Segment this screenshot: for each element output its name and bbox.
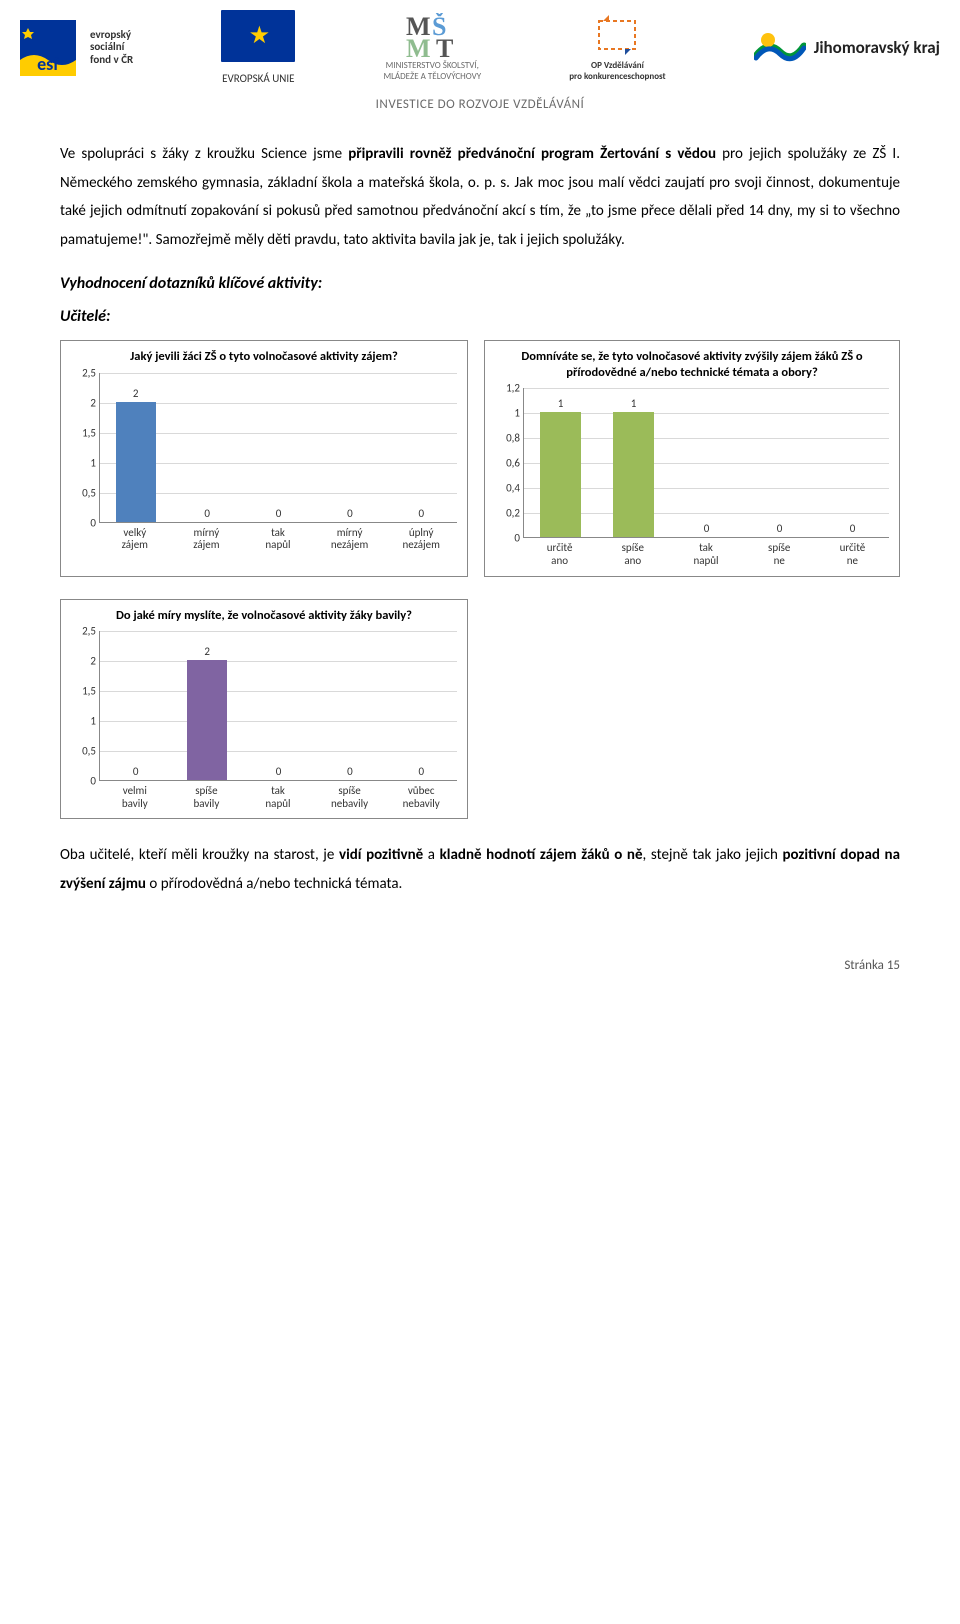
op-line2: pro konkurenceschopnost (569, 71, 665, 82)
x-axis-label: taknapůl (242, 781, 314, 810)
bar-value-label: 0 (276, 765, 282, 778)
svg-text:esf: esf (37, 53, 59, 75)
x-axis-label: mírnýzájem (171, 523, 243, 552)
op-logo-block: OP Vzdělávání pro konkurenceschopnost (569, 13, 665, 83)
page-number: Stránka 15 (60, 958, 900, 973)
x-axis-label: velkýzájem (99, 523, 171, 552)
jmk-text: Jihomoravský kraj (814, 37, 940, 58)
bar-slot: 0 (100, 631, 171, 780)
chart-2-card: Domníváte se, že tyto volnočasové aktivi… (484, 340, 900, 577)
msmt-line1: MINISTERSTVO ŠKOLSTVÍ, (383, 61, 481, 72)
bar-slot: 0 (386, 631, 457, 780)
bar-value-label: 0 (777, 522, 783, 535)
bar-value-label: 0 (276, 507, 282, 520)
esf-text: evropský sociální fond v ČR (90, 29, 133, 65)
bar-value-label: 0 (133, 765, 139, 778)
bar-slot: 0 (314, 631, 385, 780)
eu-logo-block: ★ EVROPSKÁ UNIE (221, 10, 295, 85)
chart-2-area: 00,20,40,60,811,211000určitěanospíšeanot… (495, 388, 889, 567)
x-axis-label: určitěano (523, 538, 596, 567)
op-line1: OP Vzdělávání (591, 60, 644, 71)
banner-subtitle: INVESTICE DO ROZVOJE VZDĚLÁVÁNÍ (0, 97, 960, 112)
chart-3-area: 00,511,522,502000velmibavilyspíšebavilyt… (71, 631, 457, 810)
bar-slot: 2 (100, 373, 171, 522)
x-axis-label: mírnýnezájem (314, 523, 386, 552)
bar-slot: 0 (816, 388, 889, 537)
section-title: Vyhodnocení dotazníků klíčové aktivity: (60, 274, 900, 293)
bar-slot: 0 (386, 373, 457, 522)
bar (613, 412, 654, 537)
chart-1-card: Jaký jevili žáci ZŠ o tyto volnočasové a… (60, 340, 468, 577)
x-axis-label: určitěne (816, 538, 889, 567)
bar (540, 412, 581, 537)
bar-slot: 2 (171, 631, 242, 780)
svg-text:T: T (436, 34, 453, 59)
chart-2-title: Domníváte se, že tyto volnočasové aktivi… (495, 349, 889, 380)
esf-icon: esf (20, 20, 76, 76)
bar-slot: 0 (243, 631, 314, 780)
bar-value-label: 1 (631, 397, 637, 410)
chart-3-card: Do jaké míry myslíte, že volnočasové akt… (60, 599, 468, 820)
header-banner: esf evropský sociální fond v ČR ★ EVROPS… (0, 0, 960, 91)
x-axis-label: spíšene (743, 538, 816, 567)
paragraph-1: Ve spolupráci s žáky z kroužku Science j… (60, 140, 900, 254)
chart-row-2: Do jaké míry myslíte, že volnočasové akt… (60, 599, 900, 820)
eu-label: EVROPSKÁ UNIE (222, 72, 294, 85)
bar-value-label: 0 (419, 507, 425, 520)
bar-value-label: 0 (347, 507, 353, 520)
x-axis-label: úplnýnezájem (385, 523, 457, 552)
bar-slot: 0 (743, 388, 816, 537)
sub-title: Učitelé: (60, 307, 900, 326)
bar-slot: 0 (171, 373, 242, 522)
x-axis-label: spíšebavily (171, 781, 243, 810)
bar-value-label: 1 (558, 397, 564, 410)
msmt-line2: MLÁDEŽE A TĚLOVÝCHOVY (383, 72, 481, 83)
jmk-logo-block: Jihomoravský kraj (754, 28, 940, 68)
x-axis-label: taknapůl (242, 523, 314, 552)
bar-value-label: 2 (204, 645, 210, 658)
jmk-icon (754, 28, 806, 68)
msmt-logo-block: M Š M T MINISTERSTVO ŠKOLSTVÍ, MLÁDEŽE A… (383, 13, 481, 83)
bar-value-label: 0 (419, 765, 425, 778)
svg-text:M: M (406, 34, 431, 59)
bar-slot: 0 (670, 388, 743, 537)
x-axis-label: spíšenebavily (314, 781, 386, 810)
eu-flag-icon: ★ (221, 10, 295, 62)
bar-value-label: 2 (133, 387, 139, 400)
bar-value-label: 0 (850, 522, 856, 535)
bar (187, 660, 227, 780)
x-axis-label: spíšeano (596, 538, 669, 567)
x-axis-label: taknapůl (669, 538, 742, 567)
msmt-icon: M Š M T (396, 13, 468, 59)
x-axis-label: velmibavily (99, 781, 171, 810)
bar-value-label: 0 (347, 765, 353, 778)
chart-3-title: Do jaké míry myslíte, že volnočasové akt… (71, 608, 457, 624)
x-axis-label: vůbecnebavily (385, 781, 457, 810)
chart-1-title: Jaký jevili žáci ZŠ o tyto volnočasové a… (71, 349, 457, 365)
esf-logo-block: esf evropský sociální fond v ČR (20, 20, 133, 76)
bar-slot: 0 (314, 373, 385, 522)
chart-1-area: 00,511,522,520000velkýzájemmírnýzájemtak… (71, 373, 457, 552)
bar-value-label: 0 (704, 522, 710, 535)
bar-slot: 1 (524, 388, 597, 537)
bar-value-label: 0 (204, 507, 210, 520)
op-icon (587, 13, 647, 59)
bar-slot: 1 (597, 388, 670, 537)
chart-row-1: Jaký jevili žáci ZŠ o tyto volnočasové a… (60, 340, 900, 577)
footer-paragraph: Oba učitelé, kteří měli kroužky na staro… (60, 841, 900, 898)
bar (116, 402, 156, 522)
bar-slot: 0 (243, 373, 314, 522)
